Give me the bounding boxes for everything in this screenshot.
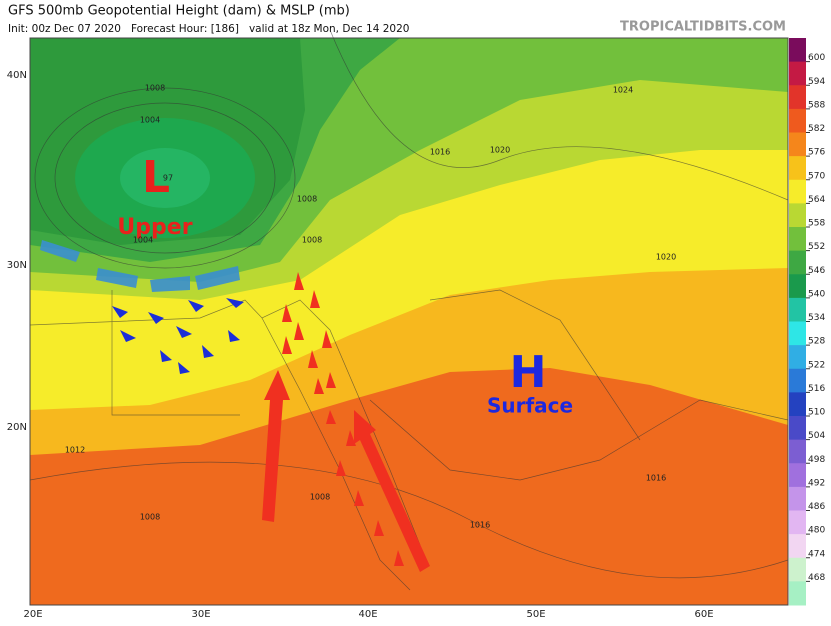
low-label: Upper	[117, 215, 192, 240]
colorbar-label: 510	[808, 408, 825, 418]
colorbar-bin	[789, 250, 806, 275]
title: GFS 500mb Geopotential Height (dam) & MS…	[8, 4, 350, 19]
colorbar-label: 576	[808, 148, 825, 158]
isobar-label: 1016	[430, 148, 450, 157]
colorbar-bin	[789, 38, 806, 63]
isobar-label: 1008	[140, 513, 160, 522]
colorbar-label: 534	[808, 313, 825, 323]
colorbar-label: 600	[808, 53, 825, 63]
colorbar-bin	[789, 416, 806, 441]
colorbar-label: 546	[808, 266, 825, 276]
low-marker: L	[142, 152, 170, 203]
isobar-label: 97	[163, 174, 173, 183]
isobar-label: 1008	[310, 493, 330, 502]
colorbar-bin	[789, 557, 806, 582]
colorbar-label: 552	[808, 242, 825, 252]
colorbar-bin	[789, 132, 806, 157]
lon-label: 30E	[191, 609, 210, 620]
colorbar-label: 540	[808, 289, 825, 299]
isobar-label: 1004	[140, 116, 160, 125]
lat-label: 20N	[7, 422, 27, 433]
colorbar-label: 480	[808, 526, 825, 536]
colorbar-bin	[789, 581, 806, 606]
colorbar-bin	[789, 368, 806, 393]
colorbar-bin	[789, 179, 806, 204]
colorbar-label: 528	[808, 337, 825, 347]
isobar-label: 1004	[133, 236, 153, 245]
map	[29, 29, 789, 606]
colorbar-bin	[789, 85, 806, 110]
isobar-label: 1020	[656, 253, 676, 262]
subtitle: Init: 00z Dec 07 2020 Forecast Hour: [18…	[8, 23, 409, 35]
colorbar-bin	[789, 534, 806, 559]
source: TROPICALTIDBITS.COM	[620, 20, 786, 35]
colorbar-bin	[789, 227, 806, 252]
colorbar-label: 492	[808, 478, 825, 488]
lon-label: 50E	[526, 609, 545, 620]
lon-label: 60E	[694, 609, 713, 620]
isobar-label: 1020	[490, 146, 510, 155]
colorbar-label: 522	[808, 360, 825, 370]
colorbar-bin	[789, 486, 806, 511]
isobar-label: 1012	[65, 446, 85, 455]
isobar-label: 1016	[646, 474, 666, 483]
lon-label: 20E	[23, 609, 42, 620]
wind-arrows	[40, 240, 430, 572]
colorbar-bin	[789, 203, 806, 228]
colorbar-label: 516	[808, 384, 825, 394]
colorbar-label: 564	[808, 195, 825, 205]
colorbar-label: 558	[808, 219, 825, 229]
colorbar-label: 582	[808, 124, 825, 134]
colorbar-bin	[789, 510, 806, 535]
colorbar-label: 570	[808, 171, 825, 181]
isobar-label: 1008	[145, 84, 165, 93]
colorbar-label: 504	[808, 431, 825, 441]
colorbar-label: 588	[808, 100, 825, 110]
colorbar-bin	[789, 439, 806, 464]
isobar-label: 1024	[613, 86, 633, 95]
isobar-label: 1008	[302, 236, 322, 245]
colorbar-bin	[789, 297, 806, 322]
colorbar-bin	[789, 345, 806, 370]
high-marker: H	[510, 347, 547, 398]
isobar-label: 1016	[470, 521, 490, 530]
colorbar-bin	[789, 274, 806, 299]
colorbar-bin	[789, 61, 806, 86]
colorbar-bin	[789, 108, 806, 133]
high-label: Surface	[487, 394, 573, 418]
colorbar-bin	[789, 392, 806, 417]
colorbar-bin	[789, 321, 806, 346]
lat-label: 40N	[7, 70, 27, 81]
lon-label: 40E	[358, 609, 377, 620]
lat-label: 30N	[7, 260, 27, 271]
colorbar-label: 468	[808, 573, 825, 583]
colorbar-label: 594	[808, 77, 825, 87]
colorbar-label: 498	[808, 455, 825, 465]
colorbar-bin	[789, 156, 806, 181]
colorbar-label: 486	[808, 502, 825, 512]
isobar-label: 1008	[297, 195, 317, 204]
colorbar-bin	[789, 463, 806, 488]
colorbar-label: 474	[808, 549, 825, 559]
